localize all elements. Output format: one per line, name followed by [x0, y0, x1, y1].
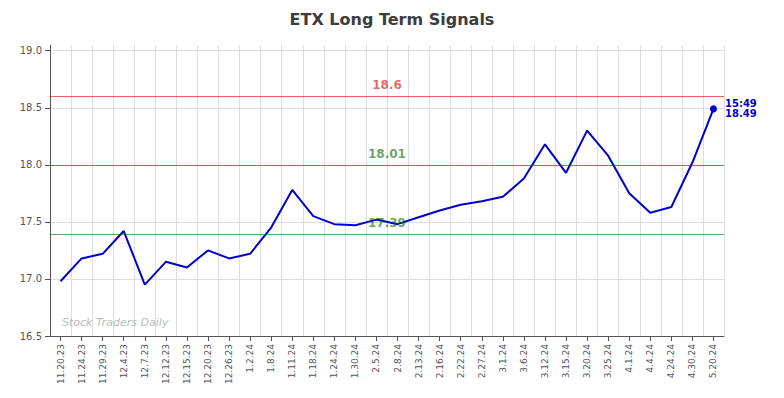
- svg-text:ETX Long Term Signals: ETX Long Term Signals: [290, 10, 495, 29]
- svg-text:11.29.23: 11.29.23: [98, 344, 108, 384]
- svg-text:11.20.23: 11.20.23: [56, 344, 66, 384]
- svg-text:2.5.24: 2.5.24: [371, 344, 381, 373]
- svg-text:12.20.23: 12.20.23: [203, 344, 213, 384]
- svg-text:1.11.24: 1.11.24: [287, 344, 297, 379]
- svg-text:1.2.24: 1.2.24: [245, 344, 255, 373]
- svg-text:3.6.24: 3.6.24: [519, 344, 529, 373]
- svg-text:12.26.23: 12.26.23: [224, 344, 234, 384]
- svg-text:12.4.23: 12.4.23: [119, 344, 129, 378]
- svg-text:12.7.23: 12.7.23: [140, 344, 150, 378]
- svg-text:2.16.24: 2.16.24: [435, 344, 445, 379]
- svg-text:18.6: 18.6: [372, 78, 402, 92]
- svg-text:12.12.23: 12.12.23: [161, 344, 171, 384]
- svg-text:2.22.24: 2.22.24: [456, 344, 466, 379]
- svg-text:17.0: 17.0: [20, 273, 42, 284]
- svg-text:18.49: 18.49: [725, 108, 757, 119]
- svg-text:2.8.24: 2.8.24: [393, 344, 403, 373]
- svg-text:17.5: 17.5: [20, 216, 42, 227]
- svg-text:Stock Traders Daily: Stock Traders Daily: [62, 316, 169, 329]
- svg-text:2.13.24: 2.13.24: [414, 344, 424, 379]
- svg-text:3.15.24: 3.15.24: [561, 344, 571, 379]
- svg-text:1.8.24: 1.8.24: [266, 344, 276, 373]
- svg-text:12.15.23: 12.15.23: [182, 344, 192, 384]
- svg-text:3.25.24: 3.25.24: [603, 344, 613, 379]
- svg-text:11.24.23: 11.24.23: [77, 344, 87, 384]
- svg-text:4.4.24: 4.4.24: [645, 344, 655, 373]
- svg-text:4.1.24: 4.1.24: [624, 344, 634, 373]
- svg-text:2.27.24: 2.27.24: [477, 344, 487, 379]
- svg-text:18.01: 18.01: [368, 147, 406, 161]
- svg-text:17.39: 17.39: [368, 216, 406, 230]
- svg-text:3.12.24: 3.12.24: [540, 344, 550, 379]
- svg-text:5.20.24: 5.20.24: [708, 344, 718, 379]
- svg-text:4.30.24: 4.30.24: [687, 344, 697, 379]
- svg-text:16.5: 16.5: [20, 331, 42, 342]
- svg-text:3.20.24: 3.20.24: [582, 344, 592, 379]
- svg-text:18.0: 18.0: [20, 159, 42, 170]
- svg-text:1.18.24: 1.18.24: [308, 344, 318, 379]
- svg-text:4.24.24: 4.24.24: [666, 344, 676, 379]
- svg-text:19.0: 19.0: [20, 45, 42, 56]
- svg-text:3.1.24: 3.1.24: [498, 344, 508, 373]
- svg-text:1.24.24: 1.24.24: [329, 344, 339, 379]
- svg-text:1.30.24: 1.30.24: [350, 344, 360, 379]
- svg-text:18.5: 18.5: [20, 102, 42, 113]
- svg-text:15:49: 15:49: [725, 98, 757, 110]
